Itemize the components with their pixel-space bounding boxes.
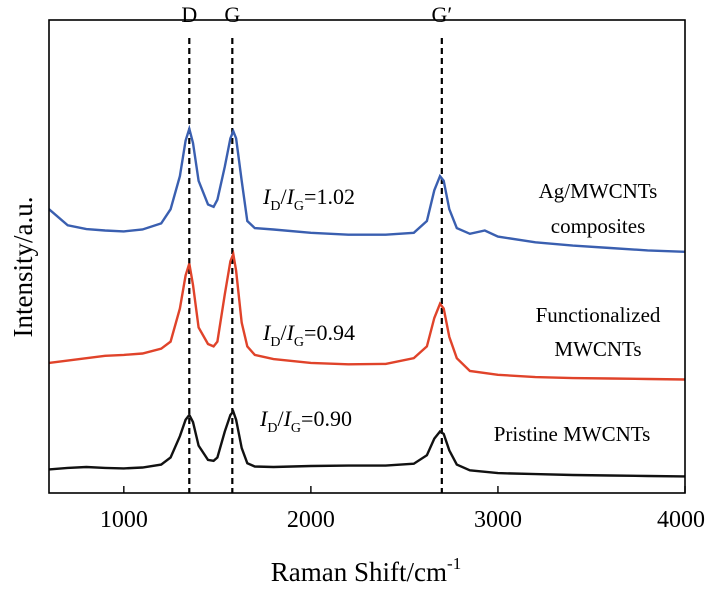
x-axis-label: Raman Shift/cm-1 <box>271 554 461 587</box>
ratio-annotation: ID/IG=1.02 <box>262 184 355 214</box>
series-line <box>48 124 686 253</box>
series-label: Ag/MWCNTs <box>539 179 658 203</box>
series-label: composites <box>551 214 646 238</box>
ratio-d-subscript: D <box>267 421 277 436</box>
series-label: Pristine MWCNTs <box>494 422 651 446</box>
ratio-g-subscript: G <box>294 199 304 214</box>
reference-label: G <box>224 2 240 27</box>
ratio-value: =1.02 <box>304 184 355 209</box>
ratio-slash: / <box>277 406 284 431</box>
ratio-value: =0.94 <box>304 320 355 345</box>
x-ticks: 1000 2000 3000 4000 <box>100 486 705 533</box>
reference-label: G′ <box>431 2 452 27</box>
series-line <box>48 249 686 381</box>
ratio-ig: I <box>286 184 296 209</box>
ratio-id: I <box>262 320 272 345</box>
ratio-ig: I <box>286 320 296 345</box>
x-tick-label: 3000 <box>474 507 522 533</box>
series-line <box>48 409 686 478</box>
ratio-d-subscript: D <box>270 335 280 350</box>
ratio-annotation: ID/IG=0.94 <box>262 320 355 350</box>
ratio-annotation: ID/IG=0.90 <box>259 406 352 436</box>
ratio-id: I <box>262 184 272 209</box>
ratio-g-subscript: G <box>294 335 304 350</box>
y-axis-label: Intensity/a.u. <box>8 197 38 338</box>
x-tick-label: 1000 <box>100 507 148 533</box>
ratio-value: =0.90 <box>301 406 352 431</box>
series-label: Functionalized <box>536 303 661 327</box>
x-axis-label-text: Raman Shift/cm <box>271 557 447 587</box>
axis-frame <box>48 19 686 494</box>
plot-border <box>48 19 686 494</box>
x-tick-label: 2000 <box>287 507 335 533</box>
series-label: MWCNTs <box>554 337 641 361</box>
ratio-g-subscript: G <box>291 421 301 436</box>
ratio-slash: / <box>280 320 287 345</box>
ratio-d-subscript: D <box>270 199 280 214</box>
x-axis-label-superscript: -1 <box>447 554 461 573</box>
ratio-slash: / <box>280 184 287 209</box>
ratio-ig: I <box>283 406 293 431</box>
ratio-id: I <box>259 406 269 431</box>
x-tick-label: 4000 <box>657 507 705 533</box>
annotations: ID/IG=1.02 Ag/MWCNTscompositesID/IG=0.94F… <box>259 179 661 446</box>
reference-label: D <box>181 2 197 27</box>
series-lines <box>48 124 686 478</box>
